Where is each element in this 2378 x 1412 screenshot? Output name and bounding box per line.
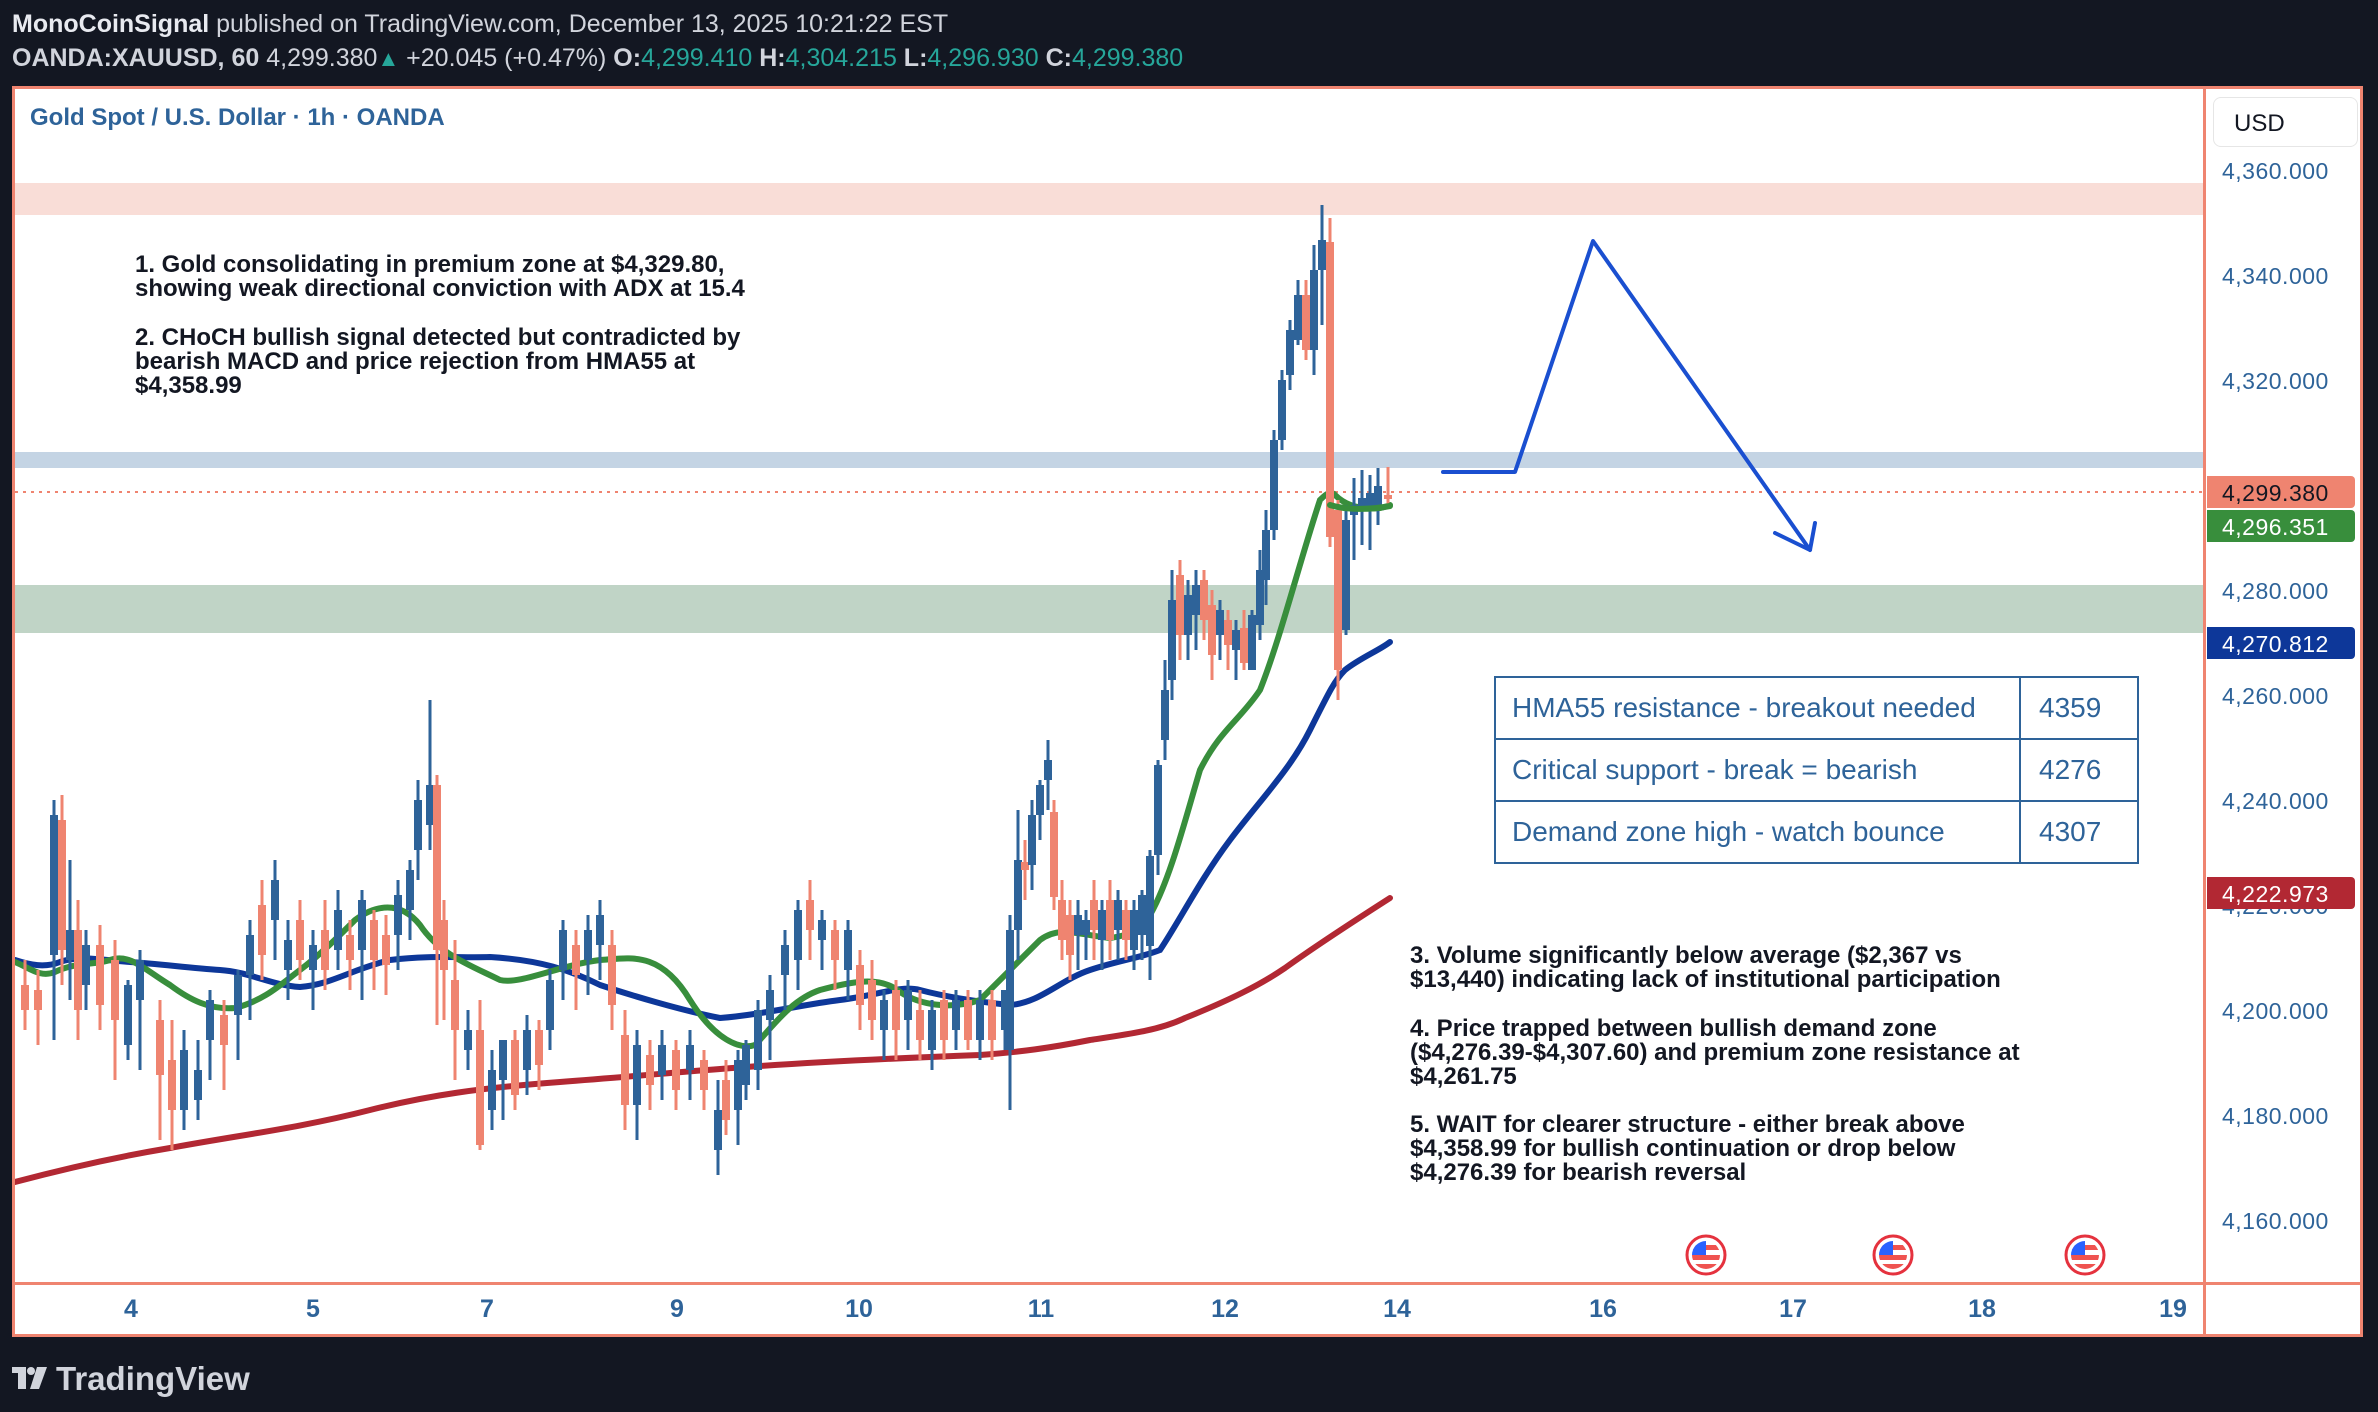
author-name[interactable]: MonoCoinSignal [12, 10, 210, 38]
close-value: 4,299.380 [1071, 44, 1184, 72]
price-tick: 4,340.000 [2222, 263, 2329, 289]
ohlc-bar: OANDA:XAUUSD, 60 4,299.380▲ +20.045 (+0.… [12, 44, 1183, 73]
open-value: 4,299.410 [641, 44, 753, 72]
low-label: L: [903, 44, 928, 72]
time-tick: 5 [306, 1295, 320, 1323]
time-axis-divider [12, 1282, 2363, 1285]
price-axis-divider [2203, 86, 2206, 1337]
resistance-band [15, 452, 2203, 468]
price-tick: 4,180.000 [2222, 1103, 2329, 1129]
ma-red-label: 4,222.973 [2207, 877, 2355, 909]
close-label: C: [1045, 44, 1072, 72]
projection-path [1441, 239, 1812, 552]
us-flag-icon[interactable] [2064, 1234, 2106, 1276]
price-tick: 4,360.000 [2222, 158, 2329, 184]
triangle-up-icon: ▲ [377, 46, 400, 71]
note-4: 4. Price trapped between bullish demand … [1410, 1015, 2020, 1090]
price-tick: 4,200.000 [2222, 998, 2329, 1024]
price-change: +20.045 (+0.47%) [406, 44, 607, 72]
demand-zone [15, 585, 2203, 633]
low-value: 4,296.930 [927, 44, 1039, 72]
price-tick: 4,160.000 [2222, 1208, 2329, 1234]
ma-blue-line [15, 639, 1393, 1022]
last-price-label: 4,299.380 [2207, 476, 2355, 508]
us-flag-icon[interactable] [1685, 1234, 1727, 1276]
levels-table: HMA55 resistance - breakout needed 4359 … [1494, 676, 2139, 864]
note-1: 1. Gold consolidating in premium zone at… [135, 251, 745, 302]
time-tick: 9 [670, 1295, 684, 1323]
time-tick: 14 [1383, 1295, 1411, 1323]
currency-button[interactable]: USD [2213, 97, 2358, 147]
chart-title: Gold Spot / U.S. Dollar · 1h · OANDA [30, 104, 445, 131]
time-tick: 19 [2159, 1295, 2187, 1323]
high-label: H: [759, 44, 786, 72]
time-tick: 16 [1589, 1295, 1617, 1323]
table-row: HMA55 resistance - breakout needed 4359 [1494, 676, 2139, 740]
time-tick: 7 [480, 1295, 494, 1323]
symbol: OANDA:XAUUSD, 60 [12, 44, 260, 72]
time-tick: 10 [845, 1295, 873, 1323]
price-tick: 4,260.000 [2222, 683, 2329, 709]
level-value: 4276 [2019, 738, 2139, 802]
note-3: 3. Volume significantly below average ($… [1410, 942, 2001, 993]
high-value: 4,304.215 [785, 44, 897, 72]
level-label: Demand zone high - watch bounce [1494, 800, 2021, 864]
chart-plot[interactable] [15, 89, 2203, 1282]
price-tick: 4,240.000 [2222, 788, 2329, 814]
time-tick: 18 [1968, 1295, 1996, 1323]
ma-green-line [15, 489, 1393, 1050]
publish-info: MonoCoinSignal published on TradingView.… [12, 10, 948, 39]
premium-zone [15, 183, 2203, 215]
time-tick: 17 [1779, 1295, 1807, 1323]
projection-arrowhead [1773, 521, 1817, 552]
ma-blue-label: 4,270.812 [2207, 627, 2355, 659]
publish-text: published on TradingView.com, December 1… [216, 10, 949, 38]
note-2: 2. CHoCH bullish signal detected but con… [135, 324, 741, 399]
price-tick: 4,280.000 [2222, 578, 2329, 604]
us-flag-icon[interactable] [1872, 1234, 1914, 1276]
time-tick: 12 [1211, 1295, 1239, 1323]
time-tick: 4 [124, 1295, 138, 1323]
time-tick: 11 [1027, 1295, 1055, 1323]
brand-name: TradingView [56, 1360, 250, 1397]
note-5: 5. WAIT for clearer structure - either b… [1410, 1111, 1965, 1186]
level-value: 4307 [2019, 800, 2139, 864]
last-price: 4,299.380 [266, 44, 378, 72]
table-row: Demand zone high - watch bounce 4307 [1494, 800, 2139, 864]
level-value: 4359 [2019, 676, 2139, 740]
ma-green-label: 4,296.351 [2207, 510, 2355, 542]
tradingview-logo[interactable]: TradingView [12, 1360, 250, 1398]
level-label: HMA55 resistance - breakout needed [1494, 676, 2021, 740]
ma-red-line [15, 895, 1393, 1185]
tradingview-logo-icon [12, 1367, 47, 1389]
open-label: O: [613, 44, 642, 72]
level-label: Critical support - break = bearish [1494, 738, 2021, 802]
price-tick: 4,320.000 [2222, 368, 2329, 394]
table-row: Critical support - break = bearish 4276 [1494, 738, 2139, 802]
candles [21, 205, 1392, 1175]
